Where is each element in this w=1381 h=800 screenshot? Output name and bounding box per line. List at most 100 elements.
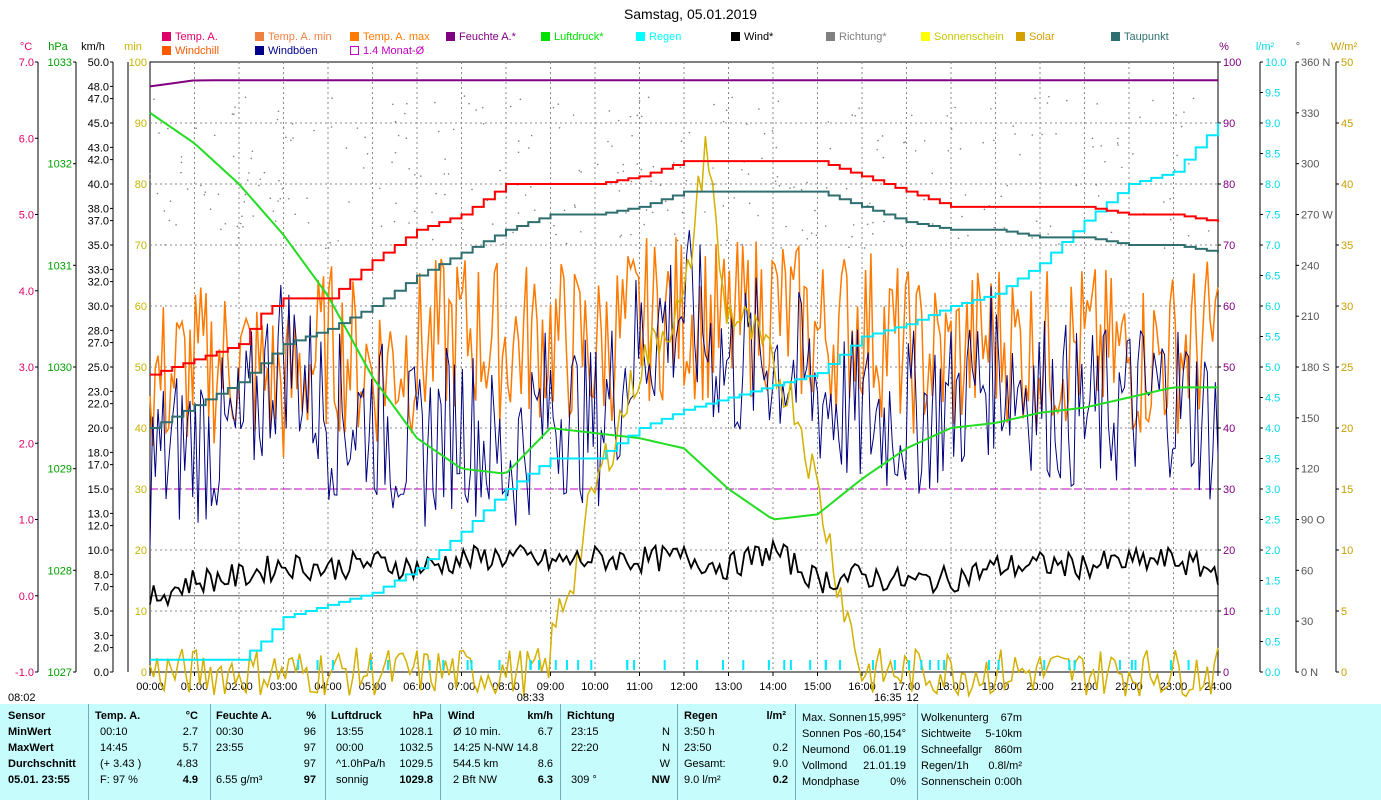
direction-point bbox=[733, 197, 736, 199]
temp-value: 5.7 bbox=[182, 742, 198, 754]
axis-tick-label: 7.0 bbox=[94, 582, 109, 594]
axis-tick-label: 10.0 bbox=[1265, 57, 1286, 69]
direction-point bbox=[331, 97, 333, 99]
direction-point bbox=[881, 135, 884, 137]
legend-label: Taupunkt bbox=[1124, 31, 1169, 43]
direction-point bbox=[1096, 103, 1098, 105]
axis-tick-label: 8.0 bbox=[1265, 179, 1280, 191]
table-header: Richtung bbox=[567, 710, 615, 722]
direction-point bbox=[625, 212, 627, 214]
direction-point bbox=[552, 106, 555, 109]
rain-event-mark bbox=[577, 660, 580, 670]
direction-point bbox=[848, 246, 850, 249]
axis-tick-label: 17.0 bbox=[88, 460, 109, 472]
direction-point bbox=[827, 121, 830, 123]
axis-tick-label: 50.0 bbox=[88, 57, 109, 69]
direction-point bbox=[408, 222, 410, 224]
direction-point bbox=[250, 157, 253, 160]
axis-tick-label: 330 bbox=[1301, 108, 1319, 120]
sunset-label: 16:35 bbox=[874, 692, 902, 704]
rain-event-mark bbox=[538, 660, 541, 670]
x-tick-label: 11:00 bbox=[626, 681, 653, 693]
direction-point bbox=[876, 148, 879, 151]
sunrise-label: 08:33 bbox=[517, 692, 545, 704]
direction-point bbox=[775, 146, 778, 149]
axis-tick-label: 9.0 bbox=[1265, 118, 1280, 130]
axis-tick-label: 1028 bbox=[48, 565, 72, 577]
rain-event-mark bbox=[872, 660, 875, 670]
x-tick-label: 00:00 bbox=[136, 681, 164, 693]
direction-point bbox=[1152, 99, 1154, 102]
axis-tick-label: 45.0 bbox=[88, 118, 109, 130]
legend-label: Wind* bbox=[744, 31, 774, 43]
legend-label: Windböen bbox=[268, 45, 318, 57]
direction-point bbox=[931, 223, 934, 225]
legend-item: Richtung* bbox=[826, 31, 887, 43]
axis-tick-label: 90 bbox=[1223, 118, 1235, 130]
direction-point bbox=[241, 215, 243, 218]
x-tick-label: 12:00 bbox=[670, 681, 698, 693]
direction-point bbox=[1169, 218, 1172, 221]
min-unit: min bbox=[124, 41, 142, 53]
axis-tick-label: 3.0 bbox=[1265, 484, 1280, 496]
direction-point bbox=[452, 128, 455, 131]
direction-point bbox=[1183, 111, 1185, 113]
direction-point bbox=[1049, 225, 1052, 227]
direction-point bbox=[1116, 142, 1119, 144]
direction-point bbox=[263, 171, 266, 174]
direction-point bbox=[959, 148, 962, 150]
direction-point bbox=[277, 200, 279, 202]
direction-point bbox=[961, 215, 963, 218]
rain-event-mark bbox=[590, 660, 593, 670]
axis-tick-label: 5.0 bbox=[1265, 362, 1280, 374]
rain-event-mark bbox=[997, 660, 1000, 670]
direction-point bbox=[204, 191, 207, 193]
x-tick-label: 16:00 bbox=[848, 681, 876, 693]
direction-point bbox=[1117, 144, 1119, 146]
rain-event-mark bbox=[370, 660, 373, 670]
direction-point bbox=[1097, 195, 1100, 197]
extra-value: 06.01.19 bbox=[863, 744, 906, 756]
wind-line bbox=[149, 537, 1219, 608]
direction-point bbox=[1180, 125, 1183, 128]
legend-swatch bbox=[541, 32, 550, 41]
table-header: l/m² bbox=[766, 710, 786, 722]
wind-label: 544.5 km bbox=[453, 758, 499, 770]
direction-point bbox=[209, 208, 212, 211]
direction-point bbox=[294, 213, 297, 216]
axis-tick-label: 0.0 bbox=[19, 591, 34, 603]
direction-point bbox=[345, 147, 348, 149]
direction-point bbox=[904, 141, 906, 143]
wind-gust-line bbox=[149, 230, 1219, 548]
axis-tick-label: 90 O bbox=[1301, 515, 1325, 527]
direction-point bbox=[815, 234, 818, 237]
direction-point bbox=[437, 130, 440, 133]
direction-point bbox=[1104, 160, 1106, 163]
direction-point bbox=[1041, 133, 1043, 136]
extra-key: Sonnen Pos bbox=[802, 728, 862, 740]
table-header: °C bbox=[185, 710, 198, 722]
rain-label: 3:50 h bbox=[684, 726, 715, 738]
direction-point bbox=[392, 103, 394, 106]
legend-label: Temp. A. min bbox=[268, 31, 332, 43]
direction-point bbox=[636, 163, 639, 165]
humidity-time: 23:55 bbox=[216, 742, 244, 754]
direction-point bbox=[394, 151, 397, 154]
direction-point bbox=[509, 105, 512, 108]
direction-point bbox=[1176, 154, 1178, 157]
windchill-line bbox=[149, 237, 1219, 458]
direction-point bbox=[757, 214, 759, 217]
direction-value: W bbox=[659, 758, 670, 770]
rain-event-mark bbox=[908, 660, 911, 670]
direction-point bbox=[405, 137, 408, 140]
axis-tick-label: 2.0 bbox=[19, 438, 34, 450]
axis-tick-label: 7.0 bbox=[19, 57, 34, 69]
axis-tick-label: 5.0 bbox=[19, 210, 34, 222]
direction-point bbox=[1132, 153, 1134, 155]
axis-tick-label: 9.5 bbox=[1265, 88, 1280, 100]
direction-point bbox=[578, 169, 581, 172]
temp-time: 00:10 bbox=[100, 726, 128, 738]
direction-point bbox=[1175, 114, 1177, 116]
direction-point bbox=[277, 110, 280, 113]
direction-point bbox=[395, 202, 397, 205]
